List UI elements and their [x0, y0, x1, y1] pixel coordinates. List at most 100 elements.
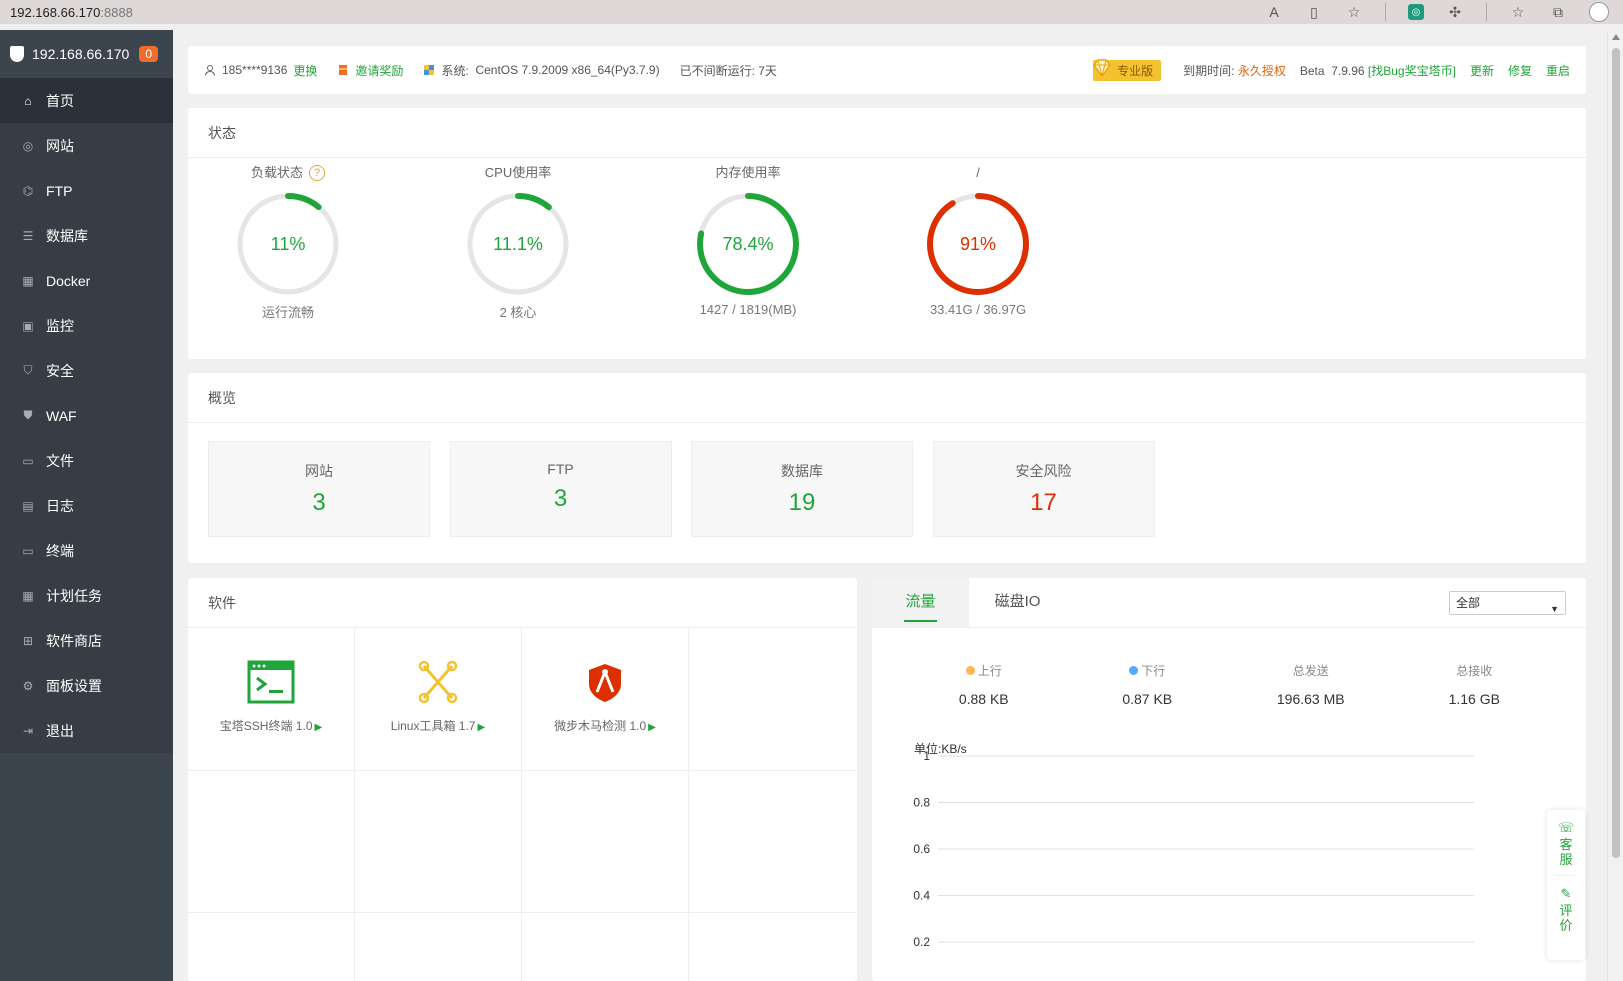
sidebar-item[interactable]: ☰ 数据库 — [0, 213, 173, 258]
url-field[interactable]: 192.168.66.170:8888 — [10, 4, 133, 20]
sidebar-item-label: 终端 — [46, 542, 74, 559]
extensions-puzzle-icon[interactable]: ✣ — [1449, 3, 1461, 20]
software-slot-empty — [689, 771, 856, 913]
sidebar-item[interactable]: ⌬ FTP — [0, 168, 173, 213]
pro-edition-badge: 专业版 — [1093, 58, 1162, 81]
overview-card[interactable]: 数据库 19 — [691, 441, 913, 537]
software-item[interactable]: Linux工具箱 1.7 ▶ — [355, 628, 522, 771]
sidebar-item-label: 计划任务 — [46, 587, 102, 604]
sidebar-item[interactable]: ▦ 计划任务 — [0, 573, 173, 618]
gauge-ring[interactable]: 91% — [924, 190, 1032, 298]
sidebar-menu: ⌂ 首页 ◎ 网站 ⌬ FTP ☰ 数据库 ▦ Docker ▣ 监控 ⛉ 安全 ⛊ WAF ▭ 文件 ▤ 日志 ▭ 终端… — [0, 78, 173, 753]
change-account-link[interactable]: 更换 — [293, 63, 318, 78]
overview-card[interactable]: FTP 3 — [449, 441, 672, 537]
sidebar-item[interactable]: ▤ 日志 — [0, 483, 173, 528]
reader-view-icon[interactable]: ▯ — [1310, 3, 1318, 20]
tab-disk-io[interactable]: 磁盘IO — [994, 593, 1041, 610]
scroll-thumb[interactable] — [1612, 48, 1620, 858]
overview-value[interactable]: 3 — [553, 485, 568, 512]
user-phone: 185****9136 — [222, 63, 288, 77]
overview-card[interactable]: 网站 3 — [208, 441, 430, 537]
total-received-value: 1.16 GB — [1448, 691, 1500, 707]
gauge-ring[interactable]: 11% — [234, 190, 342, 298]
total-sent-value: 196.63 MB — [1276, 691, 1345, 707]
sidebar-item[interactable]: ⛉ 安全 — [0, 348, 173, 393]
sidebar-item[interactable]: ⌂ 首页 — [0, 78, 173, 123]
repair-button[interactable]: 修复 — [1507, 63, 1532, 78]
stat-total-sent: 总发送 196.63 MB — [1229, 662, 1393, 707]
sidebar-item[interactable]: ▦ Docker — [0, 258, 173, 303]
gauge: CPU使用率 11.1% 2 核心 — [428, 158, 608, 321]
edit-icon: ✎ — [1560, 886, 1572, 901]
overview-card[interactable]: 安全风险 17 — [932, 441, 1155, 537]
update-button[interactable]: 更新 — [1469, 63, 1494, 78]
trojan-scan-icon — [589, 664, 621, 702]
software-item[interactable]: 宝塔SSH终端 1.0 ▶ — [188, 628, 355, 771]
notification-badge[interactable]: 0 — [139, 46, 159, 62]
sidebar-item[interactable]: ▭ 文件 — [0, 438, 173, 483]
gauge-ring[interactable]: 11.1% — [464, 190, 572, 298]
collections-icon[interactable]: ⧉ — [1553, 3, 1563, 20]
read-aloud-icon[interactable]: A — [1269, 4, 1279, 20]
sidebar-item[interactable]: ◎ 网站 — [0, 123, 173, 168]
gift-icon — [339, 65, 348, 75]
network-interface-select[interactable]: 全部 ▼ — [1449, 591, 1566, 615]
sidebar-item-label: 安全 — [46, 362, 74, 379]
gauge-value: 11.1% — [493, 234, 543, 254]
sidebar-item[interactable]: ▭ 终端 — [0, 528, 173, 573]
browser-address-bar: 192.168.66.170:8888 A ▯ ☆ ◎ ✣ ☆ ⧉ — [0, 0, 1623, 24]
traffic-stats: 上行 0.88 KB 下行 0.87 KB 总发送 196.63 MB 总接收 … — [872, 662, 1586, 707]
ftp-icon: ⌬ — [22, 183, 34, 198]
divider — [1555, 875, 1577, 876]
software-item[interactable]: 微步木马检测 1.0 ▶ — [522, 628, 689, 771]
bt-logo-icon — [10, 46, 24, 62]
overview-title: 概览 — [188, 373, 1586, 423]
customer-service-button[interactable]: ☏ 客服 — [1547, 810, 1585, 867]
overview-value[interactable]: 19 — [788, 489, 816, 516]
waf-icon: ⛊ — [23, 408, 33, 422]
play-icon[interactable]: ▶ — [648, 722, 656, 733]
sidebar-item[interactable]: ⚙ 面板设置 — [0, 663, 173, 708]
gauge-value: 11% — [270, 234, 306, 254]
gauge-title: 负载状态 — [250, 165, 303, 180]
y-tick-label: 0.2 — [913, 935, 930, 949]
docker-icon: ▦ — [22, 273, 34, 288]
overview-value[interactable]: 3 — [312, 489, 326, 516]
extension-icon[interactable]: ◎ — [1408, 4, 1424, 20]
play-icon[interactable]: ▶ — [477, 722, 486, 733]
software-title: 软件 — [188, 578, 857, 628]
overview-value[interactable]: 17 — [1030, 489, 1057, 516]
sidebar-item[interactable]: ▣ 监控 — [0, 303, 173, 348]
log-icon: ▤ — [22, 498, 34, 513]
play-icon[interactable]: ▶ — [314, 722, 323, 733]
scroll-up-arrow-icon[interactable] — [1612, 34, 1620, 40]
upload-value: 0.88 KB — [958, 691, 1009, 707]
monitor-icon: ▣ — [22, 318, 34, 333]
bug-reward-link[interactable]: [找Bug奖宝塔币] — [1367, 63, 1456, 78]
gauge: 负载状态? 11% 运行流畅 — [198, 158, 378, 321]
stat-upload: 上行 0.88 KB — [902, 662, 1066, 707]
y-tick-label: 0.4 — [913, 889, 930, 903]
software-slot-empty — [689, 913, 856, 981]
invite-reward-link[interactable]: 邀请奖励 — [355, 63, 404, 78]
toolbar-divider — [1385, 3, 1386, 21]
profile-avatar[interactable] — [1589, 2, 1609, 22]
help-icon[interactable]: ? — [309, 165, 325, 181]
tab-traffic[interactable]: 流量 — [872, 578, 969, 627]
sidebar-item-label: 退出 — [46, 722, 74, 739]
favorites-icon[interactable]: ☆ — [1511, 3, 1525, 20]
gauge-ring[interactable]: 78.4% — [694, 190, 802, 298]
favorite-add-icon[interactable]: ☆ — [1347, 3, 1361, 20]
sidebar-item[interactable]: ⊞ 软件商店 — [0, 618, 173, 663]
gauge-subtitle: 运行流畅 — [261, 305, 314, 320]
sidebar-item[interactable]: ⇥ 退出 — [0, 708, 173, 753]
version: 7.9.96 — [1331, 63, 1365, 78]
page-scrollbar[interactable] — [1607, 30, 1623, 981]
sidebar-item[interactable]: ⛊ WAF — [0, 393, 173, 438]
sidebar-item-label: FTP — [46, 182, 73, 199]
review-button[interactable]: ✎ 评价 — [1547, 876, 1585, 933]
traffic-panel: 流量 磁盘IO 全部 ▼ 上行 0.88 KB 下行 0.87 KB 总发送 19… — [872, 578, 1586, 981]
restart-button[interactable]: 重启 — [1545, 63, 1570, 78]
sidebar: 192.168.66.170 0 ⌂ 首页 ◎ 网站 ⌬ FTP ☰ 数据库 ▦ Docker ▣ 监… — [0, 30, 173, 981]
uptime: 已不间断运行: 7天 — [679, 63, 777, 78]
